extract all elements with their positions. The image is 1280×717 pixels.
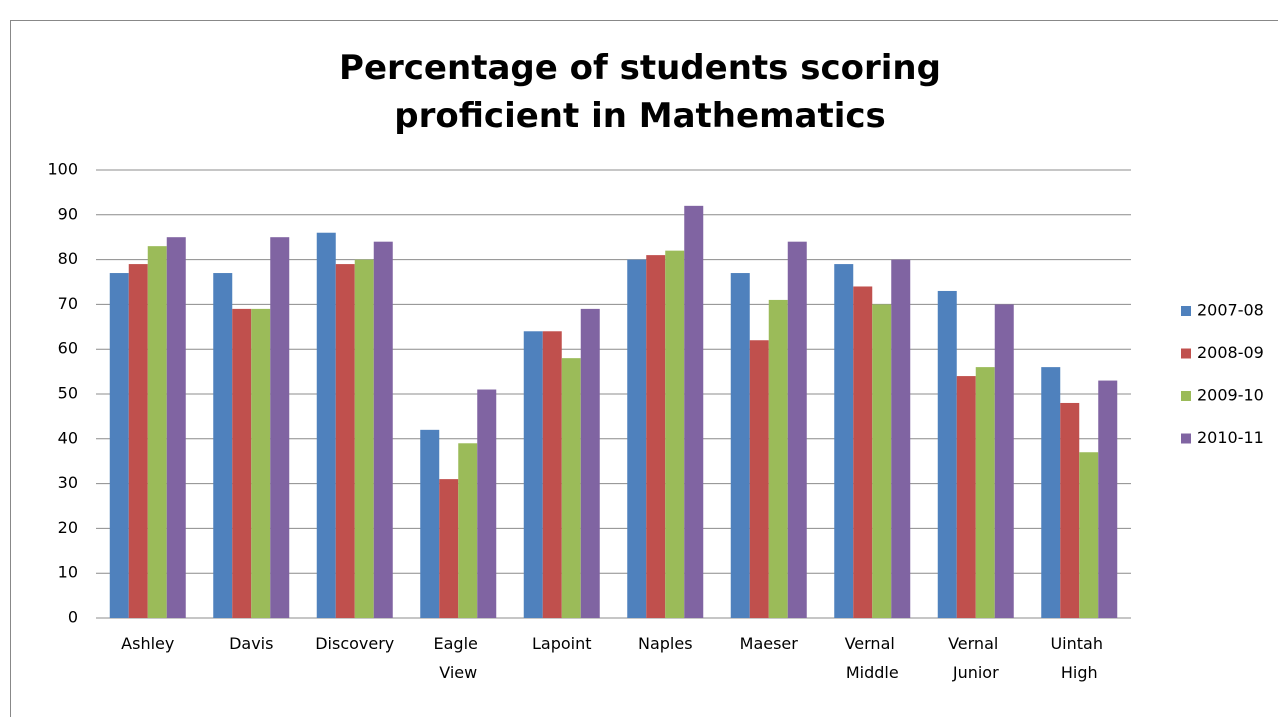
bar [458,443,478,618]
x-tick-label: Discovery [315,634,394,653]
bar [354,259,374,618]
bar [477,389,497,618]
bar [730,273,750,618]
legend-swatch [1181,433,1191,444]
bar [787,241,807,618]
bar [937,290,957,618]
legend-label: 2008-09 [1197,343,1264,362]
bar [1060,402,1080,618]
y-tick-label: 30 [58,473,78,492]
bar [891,259,911,618]
y-tick-label: 40 [58,428,78,447]
x-tick-label: Vernal Middle [845,634,900,682]
legend-label: 2009-10 [1197,386,1264,405]
x-tick-label: Ashley [121,634,174,653]
bar [1079,452,1099,618]
x-tick-label: Maeser [740,634,799,653]
x-tick-label: Naples [638,634,693,653]
legend-swatch [1181,391,1191,401]
bar [834,264,854,618]
y-tick-label: 80 [58,249,78,268]
bar [872,304,892,618]
bar [684,205,704,618]
bar [523,331,543,618]
x-tick-label: Vernal Junior [948,634,1003,682]
y-tick-label: 10 [58,563,78,582]
chart-title: Percentage of students scoring proficien… [339,48,941,136]
bar [439,479,459,618]
bar [665,250,685,618]
y-tick-label: 100 [47,160,78,179]
bar [561,358,581,618]
legend-swatch [1181,348,1191,359]
y-tick-label: 70 [58,294,78,313]
bar [420,429,440,618]
bar [316,232,336,618]
x-tick-label: Davis [229,634,273,653]
bar [853,286,873,618]
y-tick-label: 90 [58,204,78,223]
x-tick-label: Lapoint [532,634,592,653]
bar [994,304,1014,618]
bar [270,237,290,618]
bar [580,308,600,618]
bar [166,237,186,618]
x-tick-label: Uintah High [1050,634,1108,682]
bar [749,340,769,618]
bar [373,241,393,618]
bar [1098,380,1118,618]
legend-label: 2007-08 [1197,301,1264,320]
bar [975,367,995,618]
bar [213,273,233,618]
y-tick-label: 60 [58,339,78,358]
chart-frame [10,20,1278,717]
y-tick-label: 50 [58,384,78,403]
bar [646,255,666,618]
bar [542,331,562,618]
legend-label: 2010-11 [1197,428,1264,447]
bar [956,376,976,618]
bar [232,308,252,618]
bar [1041,367,1061,618]
bar [147,246,167,618]
bar [335,264,355,618]
bar [768,299,788,618]
x-tick-label: Eagle View [434,634,483,682]
bar [128,264,148,618]
y-tick-label: 20 [58,518,78,537]
bar [627,259,647,618]
bar [109,273,129,618]
legend-swatch [1181,306,1191,316]
y-tick-label: 0 [68,608,78,627]
bar [251,308,271,618]
